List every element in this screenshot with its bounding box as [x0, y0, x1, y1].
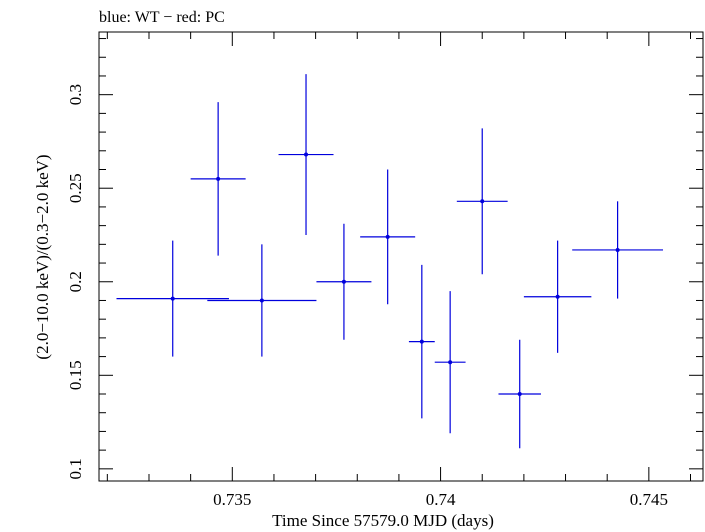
point-marker: [216, 176, 221, 181]
data-point: [523, 240, 592, 353]
data-point: [207, 244, 317, 357]
x-tick-label: 0.74: [426, 490, 456, 509]
point-marker: [555, 294, 560, 299]
point-marker: [385, 234, 390, 239]
y-axis-label: (2.0−10.0 keV)/(0.3−2.0 keV): [33, 154, 52, 359]
point-marker: [480, 199, 485, 204]
data-point: [572, 201, 664, 299]
data-point: [278, 74, 334, 235]
data-point: [116, 240, 229, 357]
point-marker: [170, 296, 175, 301]
data-point: [498, 339, 541, 449]
y-tick-label: 0.15: [66, 360, 85, 390]
point-marker: [615, 247, 620, 252]
data-point: [408, 264, 435, 419]
data-point: [456, 128, 508, 275]
point-marker: [448, 360, 453, 365]
x-axis-label: Time Since 57579.0 MJD (days): [272, 511, 494, 530]
data-point: [190, 102, 246, 256]
data-point: [316, 223, 372, 340]
point-marker: [259, 298, 264, 303]
point-marker: [304, 152, 309, 157]
data-point: [360, 169, 416, 305]
y-tick-label: 0.2: [66, 271, 85, 292]
y-axis-ticks: 0.1 0.15 0.2 0.25 0.3: [66, 38, 703, 479]
chart-title: blue: WT − red: PC: [99, 9, 225, 26]
y-tick-label: 0.1: [66, 458, 85, 479]
data-points: [116, 74, 664, 449]
point-marker: [341, 279, 346, 284]
x-axis-ticks: 0.735 0.74 0.745: [106, 32, 692, 509]
point-marker: [419, 339, 424, 344]
y-tick-label: 0.3: [66, 84, 85, 105]
data-point: [434, 291, 466, 434]
x-tick-label: 0.745: [630, 490, 668, 509]
y-tick-label: 0.25: [66, 173, 85, 203]
point-marker: [517, 392, 522, 397]
plot-frame: [98, 31, 704, 482]
x-tick-label: 0.735: [213, 490, 251, 509]
